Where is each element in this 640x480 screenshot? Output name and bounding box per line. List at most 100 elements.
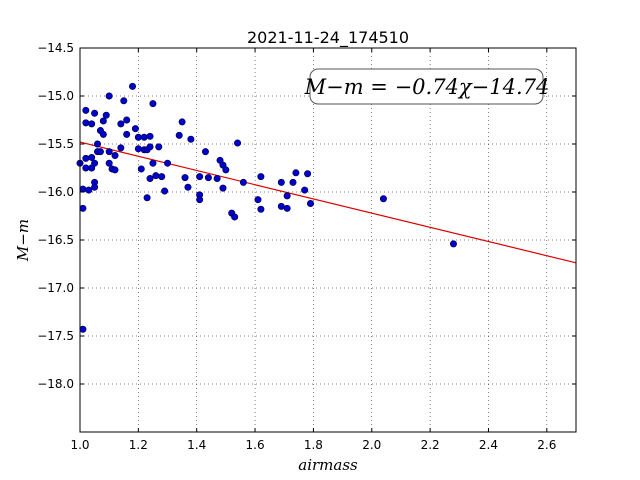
data-point [129,82,137,90]
data-point [146,175,154,183]
x-tick-label: 2.2 [421,438,440,452]
data-point [85,186,93,194]
y-axis-label: M−m [14,219,32,262]
data-point [257,173,265,181]
data-point [105,159,113,167]
data-point [123,130,131,138]
y-tick-label: −15.5 [37,137,74,151]
data-point [161,187,169,195]
data-point [82,106,90,114]
data-point [449,240,457,248]
data-point [175,131,183,139]
data-point [257,205,265,213]
data-point [99,117,107,125]
y-tick-label: −17.0 [37,281,74,295]
data-point [79,185,87,193]
data-point [289,178,297,186]
data-point [196,196,204,204]
data-point [102,111,110,119]
data-point [105,148,113,156]
x-tick-label: 1.8 [304,438,323,452]
data-point [213,175,221,183]
data-point [158,173,166,181]
data-point [304,170,312,178]
data-point [277,178,285,186]
data-point [91,183,99,191]
data-point [254,196,262,204]
data-point [134,133,142,141]
data-point [105,92,113,100]
data-point [120,97,128,105]
data-point [131,125,139,133]
data-point [222,166,230,174]
chart-title: 2021-11-24_174510 [247,28,409,48]
data-point [149,100,157,108]
fit-annotation: M−m = −0.74χ−14.74 [304,68,550,105]
x-tick-label: 2.0 [362,438,381,452]
data-point [164,159,172,167]
annotation-box [309,68,544,105]
data-point [239,178,247,186]
data-point [234,139,242,147]
fit-line-layer [79,141,577,264]
x-tick-label: 2.6 [537,438,556,452]
y-tick-label: −16.5 [37,233,74,247]
x-axis-label: airmass [298,456,358,474]
data-point [134,145,142,153]
x-tick-label: 1.4 [187,438,206,452]
data-point [117,120,125,128]
y-tick-label: −17.5 [37,329,74,343]
data-point [111,166,119,174]
data-point [143,194,151,202]
data-point [219,184,227,192]
data-point [140,133,148,141]
y-tick-label: −14.5 [37,41,74,55]
data-point [91,159,99,167]
data-point [146,143,154,151]
data-point [94,140,102,148]
data-point [187,135,195,143]
data-point [196,173,204,181]
x-tick-label: 1.6 [246,438,265,452]
data-point [96,148,104,156]
data-point [111,152,119,160]
data-point [79,325,87,333]
axis-ticks: 1.0 1.2 1.4 1.6 1.8 2.0 2.2 2.4 2.6 −14.5 −15.0 −15… [37,41,576,452]
data-point [99,130,107,138]
data-point [204,174,212,182]
x-tick-label: 2.4 [479,438,498,452]
data-point [155,143,163,151]
data-point [301,186,309,194]
data-point [137,165,145,173]
data-point [117,144,125,152]
data-point [277,202,285,210]
data-point [201,148,209,156]
data-point [82,154,90,162]
data-point [181,174,189,182]
data-point [306,200,314,208]
data-point [178,118,186,126]
data-point [379,195,387,203]
data-point [283,204,291,212]
data-point [184,183,192,191]
data-point [149,159,157,167]
data-point [123,116,131,124]
fit-line [79,141,577,264]
y-tick-label: −18.0 [37,377,74,391]
x-tick-label: 1.0 [70,438,89,452]
data-point [231,213,239,221]
fit-equation: M−m = −0.74χ−14.74 [304,75,550,99]
data-point [79,204,87,212]
data-point [91,109,99,117]
data-point [152,172,160,180]
data-point [146,132,154,140]
data-points [76,82,457,333]
data-point [88,153,96,161]
data-point [88,120,96,128]
data-point [283,192,291,200]
x-tick-label: 1.2 [129,438,148,452]
data-point [82,164,90,172]
y-tick-label: −15.0 [37,89,74,103]
data-point [292,169,300,177]
